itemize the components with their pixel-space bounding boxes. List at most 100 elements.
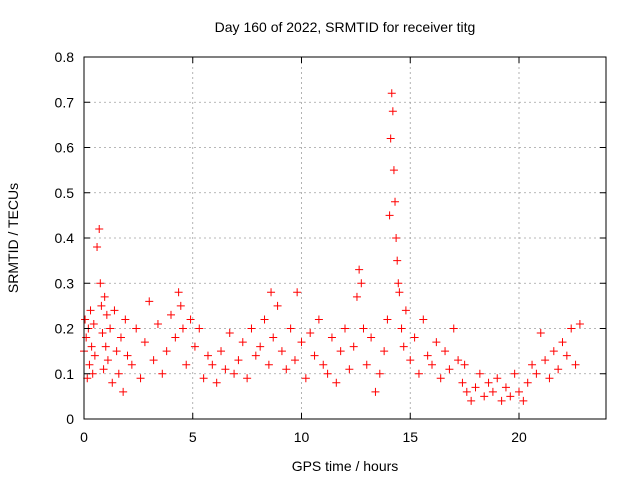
y-tick-label: 0.4 [55, 230, 75, 246]
data-point-marker [558, 338, 567, 347]
x-tick-label: 10 [294, 429, 310, 445]
data-point-marker [359, 324, 368, 333]
data-point-marker [423, 351, 432, 360]
data-point-marker [391, 197, 400, 206]
data-point-marker [319, 360, 328, 369]
data-point-marker [256, 342, 265, 351]
grid-lines [84, 57, 606, 419]
data-point-marker [97, 301, 106, 310]
data-point-marker [149, 356, 158, 365]
data-point-marker [297, 338, 306, 347]
data-point-marker [93, 243, 102, 252]
data-point-marker [567, 324, 576, 333]
data-point-marker [306, 329, 315, 338]
y-tick-label: 0.2 [55, 321, 75, 337]
data-point-marker [367, 333, 376, 342]
data-point-marker [221, 365, 230, 374]
data-point-marker [251, 351, 260, 360]
data-point-marker [178, 324, 187, 333]
data-point-marker [345, 365, 354, 374]
data-point-marker [85, 360, 94, 369]
data-point-marker [497, 396, 506, 405]
data-point-marker [145, 297, 154, 306]
data-point-marker [123, 351, 132, 360]
data-point-marker [264, 360, 273, 369]
data-point-marker [174, 288, 183, 297]
data-point-marker [536, 329, 545, 338]
data-point-marker [432, 338, 441, 347]
data-point-marker [501, 383, 510, 392]
data-point-marker [273, 301, 282, 310]
data-point-marker [493, 374, 502, 383]
data-point-marker [102, 310, 111, 319]
data-point-marker [506, 392, 515, 401]
data-point-marker [212, 378, 221, 387]
data-point-marker [575, 319, 584, 328]
data-point-marker [96, 279, 105, 288]
data-point-marker [98, 329, 107, 338]
data-point-marker [83, 374, 92, 383]
data-point-marker [385, 211, 394, 220]
data-point-marker [471, 383, 480, 392]
data-points [80, 89, 584, 405]
data-point-marker [393, 256, 402, 265]
data-point-marker [380, 347, 389, 356]
data-point-marker [392, 234, 401, 242]
data-point-marker [282, 365, 291, 374]
data-point-marker [414, 369, 423, 378]
data-point-marker [475, 369, 484, 378]
data-point-marker [310, 351, 319, 360]
data-point-marker [140, 338, 149, 347]
data-point-marker [112, 347, 121, 356]
data-point-marker [136, 374, 145, 383]
y-tick-label: 0.1 [55, 366, 75, 382]
data-point-marker [341, 324, 349, 333]
data-point-marker [519, 396, 528, 405]
data-point-marker [395, 288, 404, 297]
y-tick-label: 0.7 [55, 94, 75, 110]
data-point-marker [82, 333, 91, 342]
data-point-marker [523, 378, 532, 387]
axis-ticks: 0 0.1 0.2 0.3 0.4 0.5 0.6 0.7 0.8 0 5 10 15 20 [55, 49, 606, 445]
data-point-marker [401, 306, 410, 315]
data-point-marker [394, 279, 403, 288]
data-point-marker [203, 351, 212, 360]
data-point-marker [371, 387, 380, 396]
data-point-marker [199, 374, 208, 383]
data-point-marker [397, 324, 406, 333]
data-point-marker [399, 342, 408, 351]
data-point-marker [153, 319, 162, 328]
data-point-marker [484, 378, 493, 387]
data-point-marker [127, 360, 136, 369]
data-point-marker [428, 360, 436, 369]
y-axis-label: SRMTID / TECUs [5, 183, 21, 293]
data-point-marker [243, 374, 252, 383]
data-point-marker [230, 369, 239, 378]
x-tick-label: 15 [402, 429, 418, 445]
data-point-marker [357, 279, 366, 288]
data-point-marker [355, 265, 364, 274]
data-point-marker [110, 306, 119, 315]
x-tick-label: 5 [189, 429, 197, 445]
data-point-marker [436, 374, 445, 383]
data-point-marker [467, 396, 476, 405]
data-point-marker [217, 347, 226, 356]
data-point-marker [234, 356, 243, 365]
data-point-marker [419, 315, 428, 324]
data-point-marker [99, 365, 108, 374]
data-point-marker [238, 338, 247, 347]
x-axis-label: GPS time / hours [292, 458, 399, 474]
data-point-marker [86, 306, 95, 315]
data-point-marker [88, 369, 97, 378]
data-point-marker [410, 333, 419, 342]
data-point-marker [90, 351, 99, 360]
data-point-marker [332, 378, 341, 387]
data-point-marker [195, 324, 204, 333]
data-point-marker [190, 342, 199, 351]
data-point-marker [375, 369, 384, 378]
data-point-marker [571, 360, 580, 369]
y-tick-label: 0.6 [55, 140, 75, 156]
data-point-marker [510, 369, 519, 378]
data-point-marker [549, 347, 558, 356]
data-point-marker [100, 292, 109, 301]
